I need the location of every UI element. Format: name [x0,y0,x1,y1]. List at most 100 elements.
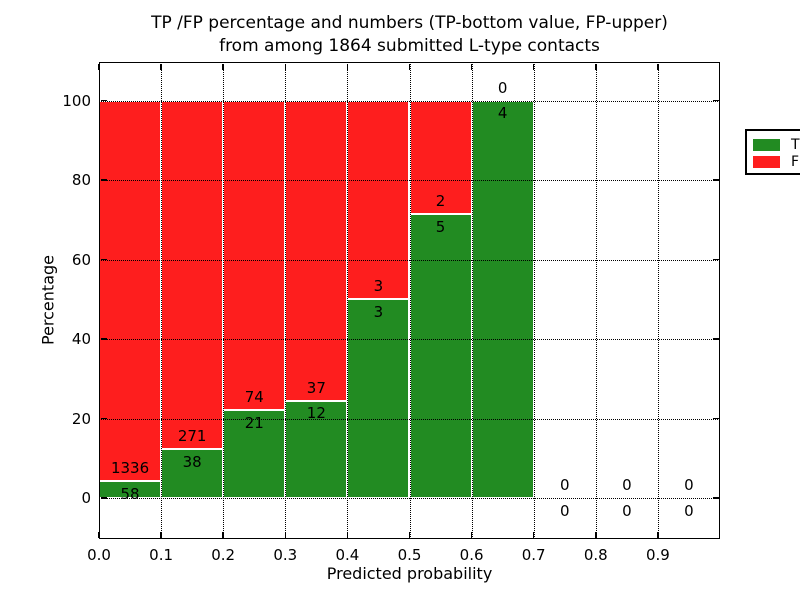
tp-count-label: 38 [182,452,202,471]
y-tick-mark [712,497,719,499]
fp-legend-label: FP [791,153,800,170]
tp-count-label: 4 [497,104,508,122]
legend: TP FP [745,129,800,175]
x-tick-mark [98,531,100,538]
x-tick-mark [532,531,535,538]
fp-count-label: 2 [435,192,446,211]
x-tick-label: 0.1 [149,546,174,564]
tp-count-label: 3 [373,302,384,321]
y-tick-label: 100 [62,91,91,110]
x-tick-mark [408,531,411,538]
tp-bar-segment [285,400,348,498]
vertical-gridline [347,62,349,539]
fp-count-label: 0 [559,476,570,494]
x-tick-mark [222,63,224,70]
x-tick-mark [284,63,287,70]
chart-title: TP /FP percentage and numbers (TP-bottom… [99,12,720,58]
y-tick-mark [712,258,719,261]
x-tick-label: 0.4 [335,546,360,564]
x-tick-mark [346,531,349,538]
x-tick-mark [222,531,224,538]
x-tick-mark [470,531,473,538]
x-tick-mark [160,63,162,70]
y-tick-mark [712,179,719,181]
tp-count-label: 21 [244,413,264,432]
tp-count-label: 0 [559,501,570,520]
vertical-gridline [595,62,597,539]
x-tick-label: 0.9 [645,546,670,564]
y-tick-label: 80 [71,171,91,189]
tp-legend-swatch [753,138,780,151]
x-tick-label: 0.2 [211,546,236,564]
tp-bar-segment [409,214,472,498]
fp-count-label: 74 [244,388,264,407]
vertical-gridline [285,62,287,539]
x-tick-label: 0.3 [273,546,298,564]
fp-bar-segment [223,100,286,411]
x-tick-mark [657,531,659,538]
y-tick-mark [712,99,719,102]
fp-count-label: 1336 [110,459,150,478]
fp-bar-segment [161,100,224,450]
x-tick-mark [160,531,162,538]
vertical-gridline [657,62,659,539]
x-tick-label: 0.8 [583,546,608,564]
x-tick-label: 0.6 [459,546,484,564]
vertical-gridline [161,62,163,539]
vertical-gridline [223,62,225,539]
tp-bar-segment [161,449,224,498]
y-tick-mark [712,417,719,420]
x-tick-label: 0.5 [397,546,422,564]
x-tick-mark [595,63,597,70]
x-tick-mark [595,531,597,538]
y-tick-mark [100,99,107,102]
tp-count-label: 0 [684,501,694,520]
y-tick-mark [100,417,107,420]
legend-entry-fp: FP [747,153,800,170]
x-tick-mark [408,63,411,70]
tp-bar-segment [471,100,534,498]
y-tick-label: 60 [71,250,91,269]
y-tick-mark [100,179,107,181]
fp-count-label: 37 [306,378,326,397]
y-tick-mark [712,338,719,340]
x-tick-mark [98,63,100,70]
x-tick-mark [470,63,473,70]
tp-count-label: 12 [306,404,326,423]
x-tick-mark [284,531,287,538]
fp-count-label: 0 [622,476,632,494]
y-tick-label: 20 [71,409,91,428]
tp-count-label: 0 [622,501,632,520]
fp-count-label: 0 [497,78,508,97]
vertical-gridline [471,62,473,539]
tp-count-label: 58 [120,484,140,503]
y-tick-label: 0 [81,489,91,507]
chart-title-line-1: TP /FP percentage and numbers (TP-bottom… [151,13,668,33]
legend-entry-tp: TP [747,136,800,153]
fp-count-label: 0 [684,476,694,494]
fp-bar-segment [99,100,162,482]
fp-legend-swatch [753,155,780,168]
y-tick-mark [100,258,107,261]
chart-title-line-2: from among 1864 submitted L-type contact… [219,36,600,56]
x-tick-mark [657,63,659,70]
y-tick-mark [100,497,107,499]
x-tick-label: 0.0 [87,546,111,564]
x-tick-mark [532,63,535,70]
tp-count-label: 5 [435,217,446,236]
fp-count-label: 271 [177,427,207,446]
plot-area: TP FP 1336 58 271 38 74 21 37 12 3 3 2 5 0 4 0 0 0 0 0 0 [98,62,800,539]
tp-bar-segment [347,299,410,498]
vertical-gridline [533,62,535,539]
y-tick-mark [100,338,107,340]
vertical-gridline [409,62,411,539]
tp-legend-label: TP [791,136,800,153]
x-tick-label: 0.7 [521,546,546,564]
fp-bar-segment [285,100,348,401]
x-tick-mark [346,63,349,70]
fp-bar-segment [347,100,410,300]
x-axis-label: Predicted probability [326,564,493,583]
y-tick-label: 40 [71,330,91,348]
fp-count-label: 3 [373,277,384,296]
